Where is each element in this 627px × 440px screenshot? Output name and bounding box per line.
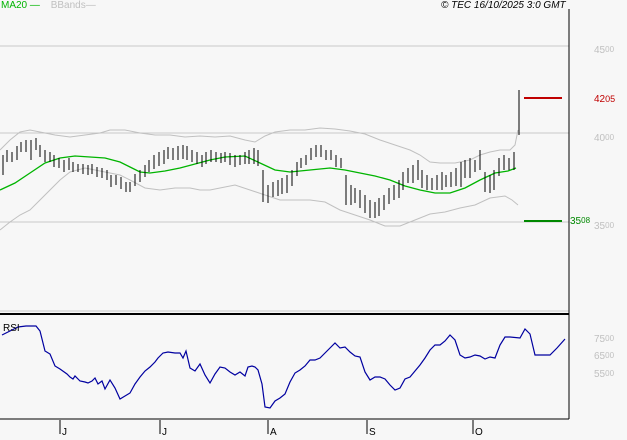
bband-lower [0, 167, 519, 231]
copyright-timestamp: © TEC 16/10/2025 3:0 GMT [441, 0, 566, 11]
ma20-line [0, 155, 517, 194]
resistance-price-label: 4205 [594, 94, 616, 105]
ytick-4500: 4500 [594, 45, 615, 56]
month-label-jun: J [62, 427, 67, 438]
rsi-panel-label: RSI [3, 323, 20, 334]
bband-upper [0, 127, 519, 164]
month-label-jul: J [162, 427, 167, 438]
rsi-ytick-65: 6500 [594, 351, 615, 362]
legend-ma20: MA20 — [1, 0, 40, 11]
ytick-4000: 4000 [594, 133, 615, 144]
chart-legend: MA20 — BBands— [1, 0, 96, 11]
month-label-sep: S [369, 427, 376, 438]
rsi-line [1, 325, 566, 409]
rsi-ytick-75: 7500 [594, 334, 615, 345]
month-label-oct: O [475, 427, 483, 438]
ytick-3500: 3500 [594, 221, 615, 232]
month-label-aug: A [270, 427, 277, 438]
support-price-label: 3508 [570, 216, 591, 227]
rsi-ytick-55: 5500 [594, 369, 615, 380]
ohlc-bars [2, 90, 520, 218]
legend-bbands: BBands— [50, 0, 96, 11]
